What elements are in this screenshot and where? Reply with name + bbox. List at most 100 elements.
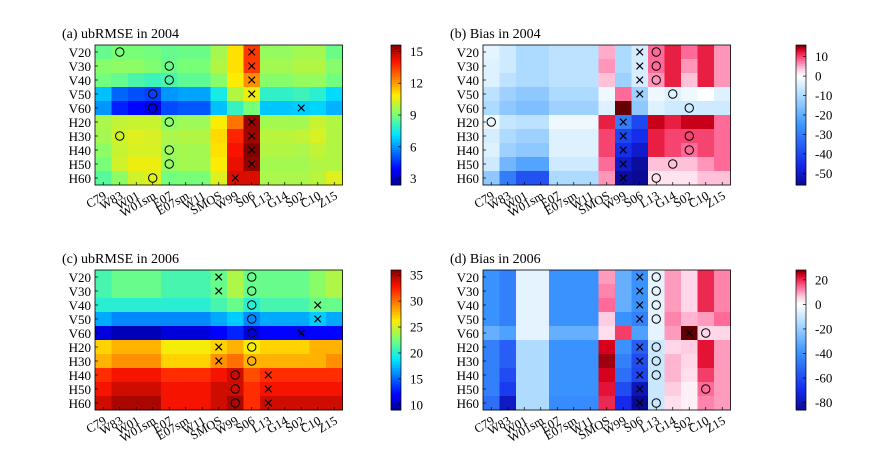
o-marker [247, 356, 257, 366]
colorbar-tick-label: -80 [815, 395, 832, 410]
heatmap-cell [128, 396, 145, 411]
heatmap-cell [664, 382, 682, 397]
colorbar-segment [391, 370, 401, 374]
heatmap-cell [177, 354, 195, 369]
heatmap-cell [293, 59, 310, 74]
colorbar-tick-label: 0 [815, 69, 822, 84]
colorbar-segment [391, 89, 401, 93]
heatmap-cell [309, 354, 327, 369]
heatmap-cell [309, 101, 327, 116]
heatmap-cell [499, 396, 517, 411]
heatmap-cell [111, 326, 129, 341]
colorbar-segment [796, 161, 806, 165]
heatmap-cell [128, 129, 145, 144]
heatmap-cell [532, 284, 550, 299]
heatmap-cell [565, 270, 583, 285]
heatmap-cell [177, 129, 195, 144]
heatmap-cell [144, 312, 162, 327]
heatmap-cell [210, 59, 228, 74]
heatmap-cell [615, 312, 632, 327]
x-marker [685, 329, 693, 337]
heatmap-cell [276, 340, 294, 355]
heatmap-cell [582, 368, 599, 383]
heatmap-cell [516, 73, 533, 88]
heatmap-cell [565, 326, 583, 341]
heatmap-cell [697, 87, 715, 102]
o-marker [701, 384, 711, 394]
o-marker [148, 103, 158, 113]
colorbar-tick-label: 12 [410, 76, 423, 91]
heatmap-cell [128, 171, 145, 186]
x-marker [636, 48, 644, 56]
heatmap-cell [615, 270, 632, 285]
colorbar-segment [391, 154, 401, 158]
o-marker [164, 159, 174, 169]
colorbar-segment [391, 323, 401, 327]
heatmap-cell [309, 270, 327, 285]
colorbar-tick-label: -20 [815, 321, 832, 336]
colorbar-segment [391, 407, 401, 411]
x-marker [248, 48, 256, 56]
heatmap-cell [194, 340, 211, 355]
heatmap-cell [664, 284, 682, 299]
heatmap-cell [714, 284, 731, 299]
heatmap-cell [161, 101, 178, 116]
colorbar-segment [796, 384, 806, 388]
heatmap-cell [293, 171, 310, 186]
panel-title: (a) ubRMSE in 2004 [62, 27, 179, 42]
heatmap-cell [532, 354, 550, 369]
heatmap-cell [227, 368, 244, 383]
heatmap-cell [128, 87, 145, 102]
o-marker [651, 342, 661, 352]
heatmap-cell [227, 87, 244, 102]
heatmap-cell [598, 171, 616, 186]
heatmap-cell [565, 101, 583, 116]
row-label: V40 [69, 73, 91, 88]
colorbar-segment [796, 349, 806, 353]
heatmap-cell [309, 45, 327, 60]
row-label: V60 [457, 101, 479, 116]
colorbar-segment [391, 309, 401, 313]
heatmap-cell [483, 171, 500, 186]
x-marker [619, 146, 627, 154]
heatmap-cell [516, 312, 533, 327]
heatmap-cell [194, 87, 211, 102]
heatmap-cell [664, 115, 682, 130]
heatmap-cell [194, 171, 211, 186]
row-label: V20 [457, 270, 479, 285]
heatmap-cell [582, 157, 599, 172]
colorbar-segment [796, 122, 806, 125]
colorbar-segment [391, 124, 401, 128]
heatmap-cell [631, 171, 649, 186]
x-marker [215, 357, 223, 365]
colorbar-segment [796, 166, 806, 170]
heatmap-cell [516, 354, 533, 369]
heatmap-panel-4: (d) Bias in 2006 V20V30V40V50V60H20H30H40… [450, 252, 832, 445]
heatmap-cell [210, 326, 228, 341]
row-label: V30 [457, 284, 479, 299]
heatmap-cell [128, 59, 145, 74]
colorbar-tick-label: 10 [410, 397, 423, 412]
colorbar-segment [796, 358, 806, 362]
colorbar-segment [796, 91, 806, 95]
x-marker [248, 160, 256, 168]
heatmap-cell [260, 312, 277, 327]
colorbar-segment [796, 84, 806, 88]
heatmap-cell [516, 382, 533, 397]
heatmap-cell [326, 298, 343, 313]
colorbar-segment [391, 171, 401, 174]
heatmap-cell [615, 368, 632, 383]
heatmap-cell [681, 312, 698, 327]
heatmap-cell [516, 59, 533, 74]
heatmap-cell [648, 382, 665, 397]
colorbar-tick-label: -40 [815, 146, 832, 161]
row-label: V30 [457, 59, 479, 74]
colorbar-tick-label: 10 [815, 49, 828, 64]
heatmap-cell [697, 171, 715, 186]
heatmap-cell [128, 101, 145, 116]
heatmap-cell [549, 87, 566, 102]
heatmap-cell [194, 298, 211, 313]
colorbar-segment [391, 119, 401, 123]
colorbar-segment [796, 103, 806, 107]
heatmap-cell [714, 382, 731, 397]
